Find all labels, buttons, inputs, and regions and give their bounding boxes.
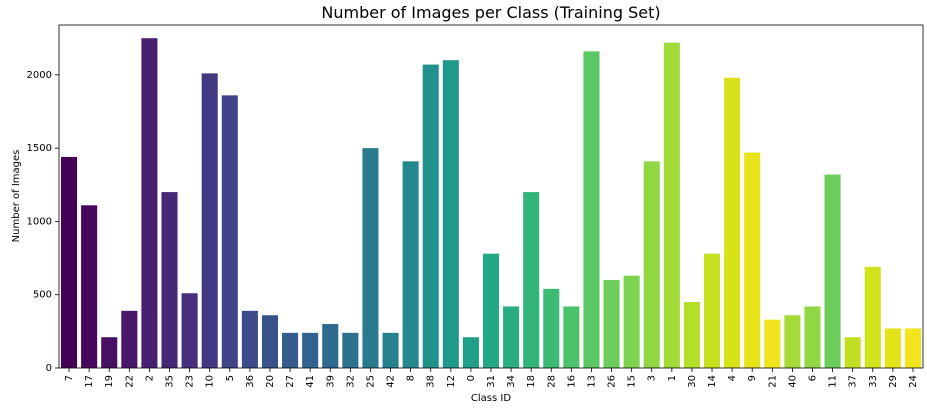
y-axis-label: Number of Images bbox=[11, 150, 22, 243]
bar-32 bbox=[342, 332, 359, 368]
bar-40 bbox=[784, 315, 801, 368]
x-tick-label: 29 bbox=[888, 375, 899, 388]
x-tick-label: 19 bbox=[104, 375, 115, 388]
bar-41 bbox=[302, 332, 319, 368]
x-tick-label: 27 bbox=[285, 375, 296, 388]
bar-28 bbox=[543, 288, 560, 368]
x-tick-label: 34 bbox=[506, 375, 517, 388]
y-tick-label: 500 bbox=[33, 290, 52, 301]
bar-27 bbox=[282, 332, 299, 368]
bar-19 bbox=[101, 337, 118, 368]
x-tick-label: 21 bbox=[767, 375, 778, 388]
x-tick-label: 25 bbox=[365, 375, 376, 388]
x-tick-label: 42 bbox=[386, 375, 397, 388]
x-tick-label: 16 bbox=[566, 375, 577, 388]
bar-7 bbox=[61, 156, 78, 368]
bar-9 bbox=[744, 152, 761, 368]
bar-23 bbox=[181, 293, 198, 368]
x-tick-label: 12 bbox=[446, 375, 457, 388]
bar-0 bbox=[462, 337, 479, 368]
x-tick-label: 1 bbox=[667, 375, 678, 381]
bar-26 bbox=[603, 280, 620, 368]
bar-4 bbox=[724, 77, 741, 369]
bar-22 bbox=[121, 310, 138, 368]
x-tick-label: 4 bbox=[727, 375, 738, 381]
bar-2 bbox=[141, 38, 158, 368]
bar-10 bbox=[201, 73, 218, 369]
y-tick-label: 1500 bbox=[27, 143, 52, 154]
x-tick-label: 18 bbox=[526, 375, 537, 388]
bar-35 bbox=[161, 192, 178, 368]
bar-6 bbox=[804, 306, 821, 368]
bar-5 bbox=[221, 95, 238, 369]
bar-17 bbox=[81, 205, 98, 368]
x-tick-label: 17 bbox=[84, 375, 95, 388]
y-tick-label: 0 bbox=[46, 363, 52, 374]
x-tick-label: 41 bbox=[305, 375, 316, 388]
bar-31 bbox=[482, 253, 500, 368]
x-tick-label: 38 bbox=[426, 375, 437, 388]
x-tick-label: 14 bbox=[707, 375, 718, 388]
plot-frame bbox=[58, 24, 924, 369]
bar-15 bbox=[623, 275, 640, 368]
y-tick-label: 1000 bbox=[27, 216, 52, 227]
x-tick-label: 6 bbox=[807, 375, 818, 381]
x-tick-label: 30 bbox=[687, 375, 698, 388]
x-tick-label: 22 bbox=[124, 375, 135, 388]
bar-1 bbox=[663, 42, 680, 369]
bar-39 bbox=[322, 324, 339, 368]
bar-8 bbox=[402, 161, 419, 368]
bar-37 bbox=[844, 337, 861, 368]
bar-38 bbox=[422, 64, 439, 368]
plot-area: 7 17 19 22 2 35 23 10 5 36 20 27 41 39 32 25 42 8 38 12 0 31 3… bbox=[27, 24, 924, 388]
x-tick-label: 10 bbox=[205, 375, 216, 388]
x-axis-label: Class ID bbox=[471, 393, 511, 404]
x-tick-label: 23 bbox=[185, 375, 196, 388]
x-tick-label: 39 bbox=[325, 375, 336, 388]
bar-16 bbox=[563, 306, 580, 368]
x-tick-label: 8 bbox=[406, 375, 417, 381]
x-tick-label: 15 bbox=[627, 375, 638, 388]
y-tick-label: 2000 bbox=[27, 70, 52, 81]
x-tick-label: 7 bbox=[64, 375, 75, 381]
x-tick-label: 5 bbox=[225, 375, 236, 381]
x-tick-label: 35 bbox=[165, 375, 176, 388]
x-tick-label: 3 bbox=[647, 375, 658, 381]
bar-42 bbox=[382, 332, 399, 368]
x-tick-label: 32 bbox=[345, 375, 356, 388]
x-tick-label: 9 bbox=[747, 375, 758, 381]
bar-29 bbox=[884, 328, 901, 368]
x-tick-label: 11 bbox=[828, 375, 839, 388]
bar-12 bbox=[442, 60, 459, 369]
x-tick-label: 24 bbox=[908, 375, 919, 388]
bar-18 bbox=[523, 192, 540, 368]
bar-30 bbox=[683, 302, 700, 368]
x-tick-label: 28 bbox=[546, 375, 557, 388]
x-tick-label: 33 bbox=[868, 375, 879, 388]
bar-14 bbox=[703, 253, 721, 368]
bar-11 bbox=[824, 174, 841, 368]
x-tick-label: 13 bbox=[586, 375, 597, 388]
x-tick-label: 0 bbox=[466, 375, 477, 381]
x-tick-label: 37 bbox=[848, 375, 859, 388]
bar-20 bbox=[261, 315, 279, 368]
x-tick-label: 26 bbox=[607, 375, 618, 388]
bar-33 bbox=[864, 266, 881, 368]
bar-13 bbox=[583, 51, 600, 368]
bar-21 bbox=[764, 319, 781, 368]
bar-25 bbox=[362, 148, 379, 368]
x-tick-label: 31 bbox=[486, 375, 497, 388]
bar-24 bbox=[904, 328, 921, 368]
chart-title: Number of Images per Class (Training Set… bbox=[321, 3, 660, 22]
x-tick-label: 36 bbox=[245, 375, 256, 388]
bar-36 bbox=[241, 310, 258, 368]
bar-34 bbox=[503, 306, 520, 368]
x-tick-label: 40 bbox=[787, 375, 798, 388]
x-tick-label: 20 bbox=[265, 375, 276, 388]
bar-3 bbox=[643, 161, 660, 368]
x-tick-label: 2 bbox=[144, 375, 155, 381]
